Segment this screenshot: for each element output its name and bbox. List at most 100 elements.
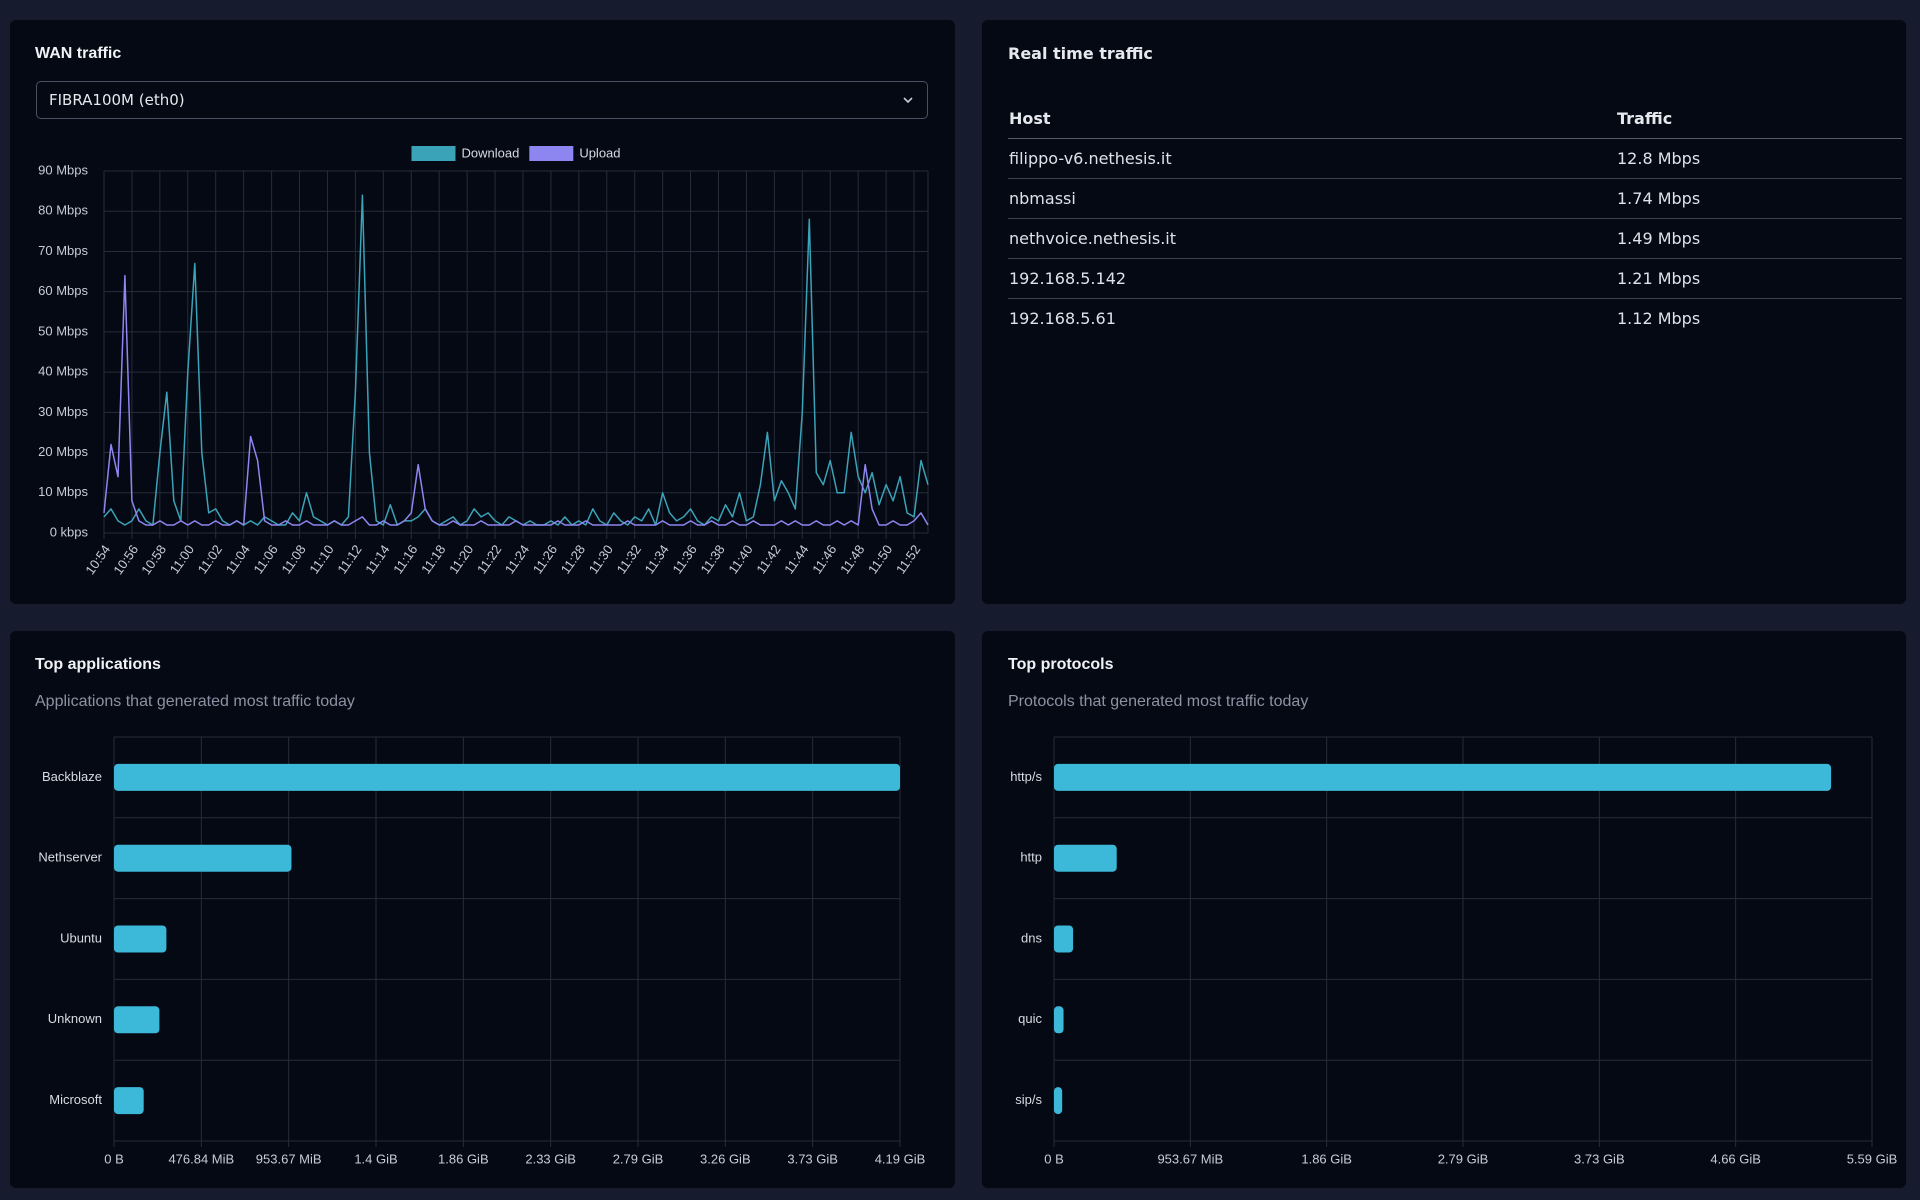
x-tick-label: 2.79 GiB (613, 1151, 664, 1166)
y-tick-label: sip/s (1015, 1092, 1042, 1107)
bar (1054, 925, 1074, 953)
x-tick-label: 3.73 GiB (1574, 1151, 1625, 1166)
x-tick-label: 11:16 (390, 542, 420, 576)
y-tick-label: 80 Mbps (38, 203, 88, 218)
y-tick-label: quic (1018, 1011, 1042, 1026)
x-tick-label: 10:54 (82, 542, 113, 577)
chart-title: Top protocols (1008, 656, 1114, 673)
x-tick-label: 11:34 (642, 542, 672, 576)
y-tick-label: Unknown (48, 1011, 102, 1026)
y-tick-label: Nethserver (38, 850, 102, 865)
x-tick-label: 5.59 GiB (1847, 1151, 1898, 1166)
x-tick-label: 2.33 GiB (525, 1151, 576, 1166)
x-tick-label: 476.84 MiB (168, 1151, 234, 1166)
x-tick-label: 11:18 (418, 542, 448, 576)
x-tick-label: 11:38 (697, 542, 727, 576)
select-value: FIBRA100M (eth0) (49, 91, 185, 109)
y-tick-label: 70 Mbps (38, 243, 88, 258)
x-tick-label: 11:12 (334, 542, 364, 576)
x-tick-label: 11:00 (167, 542, 197, 576)
legend-swatch (529, 146, 574, 161)
bar (114, 844, 292, 872)
y-tick-label: 20 Mbps (38, 444, 88, 459)
chart-title: WAN traffic (35, 45, 121, 62)
x-tick-label: 1.86 GiB (438, 1151, 489, 1166)
x-tick-label: 11:06 (250, 542, 280, 576)
protocols-panel (982, 631, 1906, 1188)
y-tick-label: http (1020, 850, 1042, 865)
table-cell: 192.168.5.61 (1009, 309, 1116, 328)
y-tick-label: dns (1021, 930, 1042, 945)
legend-swatch (411, 146, 456, 161)
table-cell: 1.74 Mbps (1616, 178, 1902, 219)
table-cell: 1.12 Mbps (1617, 309, 1701, 328)
apps-panel (10, 631, 955, 1188)
x-tick-label: 0 B (104, 1151, 124, 1166)
bar (1054, 844, 1117, 872)
x-tick-label: 1.4 GiB (354, 1151, 397, 1166)
bar (1054, 1006, 1064, 1034)
x-tick-label: 953.67 MiB (1157, 1151, 1223, 1166)
x-tick-label: 11:52 (893, 542, 923, 576)
x-tick-label: 11:30 (586, 542, 616, 576)
table-row: 192.168.5.142 1.21 Mbps (1008, 258, 1902, 299)
y-tick-label: 10 Mbps (38, 484, 88, 499)
legend-label: Download (461, 145, 519, 160)
table-row: nethvoice.nethesis.it 1.49 Mbps (1008, 218, 1902, 259)
bar (114, 1087, 144, 1115)
column-header: Host (1008, 98, 1616, 139)
table-cell: nbmassi (1008, 178, 1616, 219)
x-tick-label: 11:04 (223, 542, 253, 576)
table-cell: nethvoice.nethesis.it (1008, 218, 1616, 259)
wan-panel (10, 20, 955, 604)
x-tick-label: 11:44 (781, 542, 811, 576)
x-tick-label: 11:22 (474, 542, 504, 576)
x-tick-label: 1.86 GiB (1301, 1151, 1352, 1166)
x-tick-label: 11:08 (278, 542, 308, 576)
x-tick-label: 2.79 GiB (1438, 1151, 1489, 1166)
header-row: Host Traffic (1008, 98, 1902, 139)
chart-subtitle: Applications that generated most traffic… (35, 693, 355, 710)
y-tick-label: 30 Mbps (38, 404, 88, 419)
y-tick-label: http/s (1010, 769, 1042, 784)
realtime-table: Host Traffic filippo-v6.nethesis.it 12.8 M… (1008, 98, 1902, 338)
chart-subtitle: Protocols that generated most traffic to… (1008, 693, 1308, 710)
y-tick-label: Backblaze (42, 769, 102, 784)
bar (114, 1006, 160, 1034)
table-cell: 1.21 Mbps (1616, 258, 1902, 299)
x-tick-label: 11:42 (753, 542, 783, 576)
x-tick-label: 11:20 (446, 542, 476, 576)
y-tick-label: 40 Mbps (38, 364, 88, 379)
bar (1054, 763, 1832, 791)
series-line (103, 194, 929, 526)
x-tick-label: 4.19 GiB (875, 1151, 926, 1166)
bar (114, 925, 167, 953)
interface-select[interactable]: FIBRA100M (eth0) (36, 81, 928, 119)
x-tick-label: 11:36 (669, 542, 699, 576)
x-tick-label: 3.73 GiB (787, 1151, 838, 1166)
table-row: filippo-v6.nethesis.it 12.8 Mbps (1008, 138, 1902, 179)
series-line (103, 274, 929, 526)
x-tick-label: 11:32 (614, 542, 644, 576)
y-tick-label: 50 Mbps (38, 323, 88, 338)
chart-title: Top applications (35, 656, 161, 673)
realtime-title: Real time traffic (1008, 44, 1153, 63)
legend-item: Upload (529, 145, 621, 161)
table-cell: filippo-v6.nethesis.it (1008, 138, 1616, 179)
x-tick-label: 10:58 (138, 542, 169, 577)
x-tick-label: 11:40 (725, 542, 755, 576)
x-tick-label: 10:56 (110, 542, 141, 577)
y-tick-label: 60 Mbps (38, 283, 88, 298)
y-tick-label: 0 kbps (50, 524, 89, 539)
y-tick-label: Ubuntu (60, 930, 102, 945)
x-tick-label: 11:28 (558, 542, 588, 576)
x-tick-label: 3.26 GiB (700, 1151, 751, 1166)
x-tick-label: 11:10 (306, 542, 336, 576)
chevron (903, 97, 913, 104)
table-row: 192.168.5.61 1.12 Mbps (1008, 299, 1902, 339)
column-header: Traffic (1616, 98, 1902, 139)
x-tick-label: 11:48 (837, 542, 867, 576)
table-body: filippo-v6.nethesis.it 12.8 Mbps nbmassi 1.… (1008, 138, 1902, 339)
